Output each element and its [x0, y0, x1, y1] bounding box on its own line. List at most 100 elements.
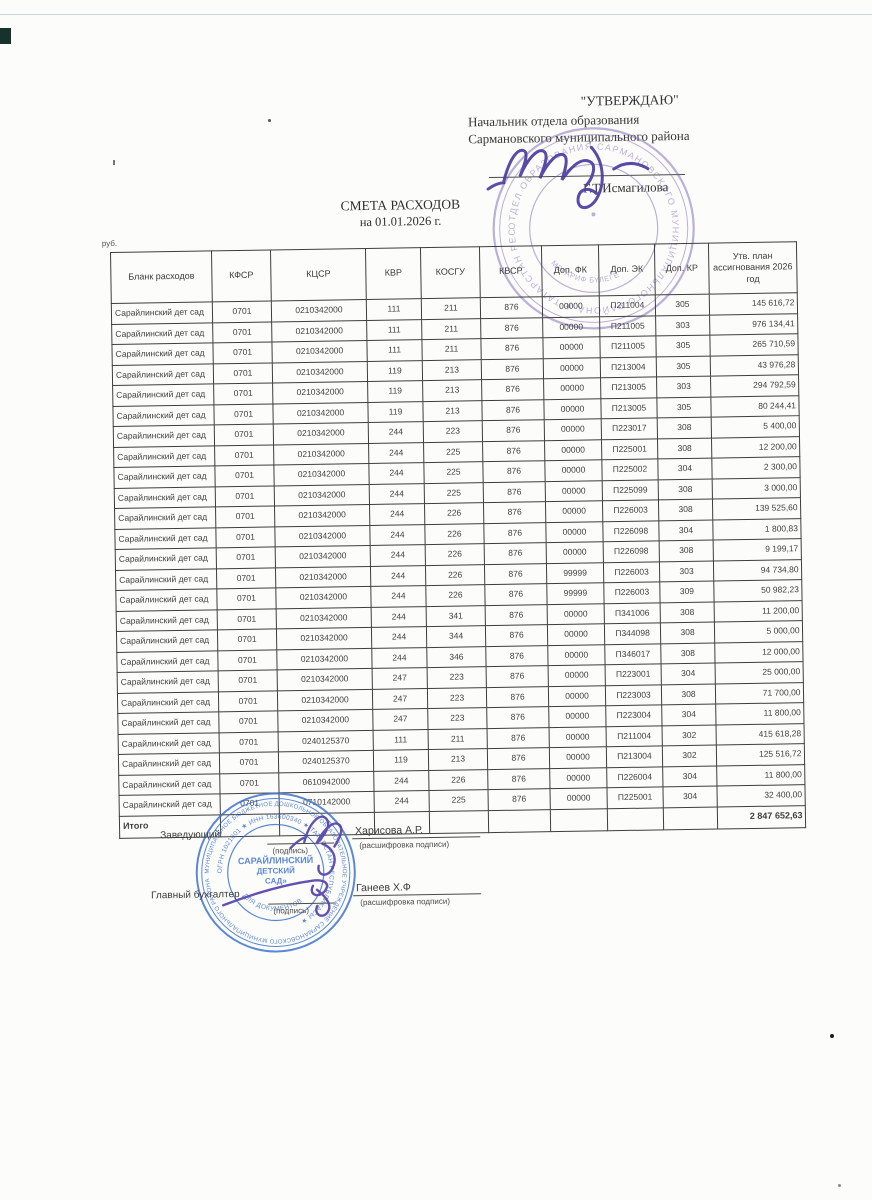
table-cell: 0210342000 — [277, 668, 373, 691]
table-cell: Сарайлинский дет сад — [113, 424, 215, 447]
table-cell: 0701 — [217, 608, 277, 630]
table-cell: 244 — [370, 544, 426, 566]
table-cell: 0240125370 — [278, 729, 374, 752]
table-cell: П223004 — [605, 704, 663, 727]
table-cell: П225099 — [602, 479, 659, 501]
table-cell: Сарайлинский дет сад — [113, 465, 216, 488]
table-cell: 876 — [484, 583, 548, 606]
table-cell: 0701 — [212, 300, 272, 323]
table-cell: 0210342000 — [274, 524, 371, 547]
table-cell: Сарайлинский дет сад — [117, 711, 220, 734]
table-cell: 111 — [373, 729, 429, 751]
table-cell: 00000 — [549, 746, 607, 769]
table-cell: 308 — [658, 478, 713, 500]
table-cell: П226003 — [602, 499, 659, 522]
table-cell: 0701 — [217, 628, 277, 651]
scan-edge-artifact — [0, 14, 872, 15]
table-cell: 00000 — [549, 787, 608, 810]
table-cell: 0701 — [217, 649, 278, 671]
table-cell: Сарайлинский дет сад — [118, 752, 220, 775]
table-cell: 308 — [661, 683, 716, 705]
table-cell: 415 618,28 — [715, 723, 805, 746]
table-cell: 00000 — [549, 726, 607, 748]
table-cell: 5 000,00 — [714, 620, 803, 643]
table-cell: 304 — [657, 458, 713, 480]
table-cell: 309 — [659, 581, 715, 603]
expense-table: Бланк расходов КФСР КЦСР КВР КОСГУ КВСР Доп. Ф… — [110, 241, 806, 838]
table-cell: 244 — [368, 442, 424, 464]
table-cell: 00000 — [542, 336, 601, 359]
table-cell: 876 — [482, 440, 545, 462]
table-cell: 225 — [423, 461, 484, 484]
table-cell: 0210342000 — [274, 483, 370, 506]
table-cell: 00000 — [548, 705, 607, 728]
table-cell: 876 — [481, 358, 544, 380]
table-cell: П225002 — [601, 458, 659, 481]
table-cell: 0701 — [215, 485, 275, 507]
table-cell: Сарайлинский дет сад — [116, 609, 218, 632]
total-amount: 2 847 652,63 — [717, 805, 806, 829]
table-cell: 119 — [367, 380, 423, 402]
table-cell: 213 — [422, 400, 483, 422]
table-cell: 0210342000 — [274, 504, 370, 527]
table-cell: 247 — [372, 708, 429, 730]
table-cell: 0210342000 — [273, 463, 370, 486]
table-cell: 00000 — [545, 500, 603, 523]
table-cell: 0210342000 — [273, 422, 369, 445]
table-cell: 11 200,00 — [714, 600, 803, 623]
table-cell: П213004 — [606, 745, 663, 768]
table-cell: 0210342000 — [276, 647, 373, 670]
table-cell: 244 — [371, 626, 427, 648]
table-cell: 0701 — [212, 341, 273, 364]
table-cell: П225001 — [601, 438, 658, 460]
table-cell: 25 000,00 — [715, 661, 804, 684]
table-cell: 876 — [482, 419, 545, 442]
table-cell: 00000 — [543, 377, 601, 400]
table-cell: П346017 — [604, 643, 662, 665]
table-cell: 00000 — [549, 767, 607, 789]
table-cell: Сарайлинский дет сад — [112, 383, 214, 406]
table-cell: 0210342000 — [271, 299, 367, 322]
table-cell: 211 — [421, 338, 482, 361]
table-cell: 344 — [426, 625, 486, 648]
table-cell: П223017 — [601, 417, 658, 440]
table-cell: Сарайлинский дет сад — [114, 506, 216, 529]
table-cell: 00000 — [544, 418, 602, 441]
table-cell: 0701 — [219, 731, 279, 753]
table-cell: 876 — [486, 706, 550, 729]
table-cell: 00000 — [547, 603, 605, 625]
table-cell: 11 800,00 — [716, 764, 805, 787]
table-cell: 0701 — [214, 444, 274, 466]
table-cell: П223003 — [605, 684, 662, 706]
table-cell: 213 — [428, 748, 488, 771]
approve-word: "УТВЕРЖДАЮ" — [580, 92, 679, 109]
table-cell: 0210342000 — [275, 586, 372, 609]
table-cell: 876 — [483, 522, 547, 544]
table-cell: 223 — [427, 687, 487, 709]
table-cell: 00000 — [543, 357, 601, 379]
table-cell: П226004 — [606, 766, 663, 788]
table-cell: 876 — [487, 747, 550, 770]
table-cell: 876 — [481, 399, 545, 421]
table-cell: 304 — [662, 765, 717, 787]
table-cell: 244 — [368, 421, 424, 443]
table-cell: 43 976,28 — [710, 354, 799, 377]
table-cell: 226 — [428, 769, 488, 791]
table-cell: Сарайлинский дет сад — [112, 363, 214, 386]
document-subtitle: на 01.01.2026 г. — [359, 213, 442, 230]
table-cell: П226003 — [603, 581, 661, 604]
table-cell: П225001 — [606, 786, 664, 809]
table-cell: 876 — [485, 645, 549, 667]
table-cell: П344098 — [604, 622, 661, 645]
table-cell: 265 710,59 — [709, 333, 799, 356]
table-cell: 1 800,83 — [712, 518, 802, 541]
table-cell: 876 — [481, 378, 544, 401]
column-header: Бланк расходов — [110, 250, 213, 304]
table-cell: 0701 — [216, 567, 276, 589]
scan-speck — [268, 119, 271, 122]
table-cell: 346 — [426, 646, 487, 668]
table-cell: 308 — [660, 622, 715, 644]
table-cell: Сарайлинский дет сад — [115, 547, 217, 570]
table-cell — [550, 808, 608, 832]
table-cell: 00000 — [545, 480, 603, 502]
